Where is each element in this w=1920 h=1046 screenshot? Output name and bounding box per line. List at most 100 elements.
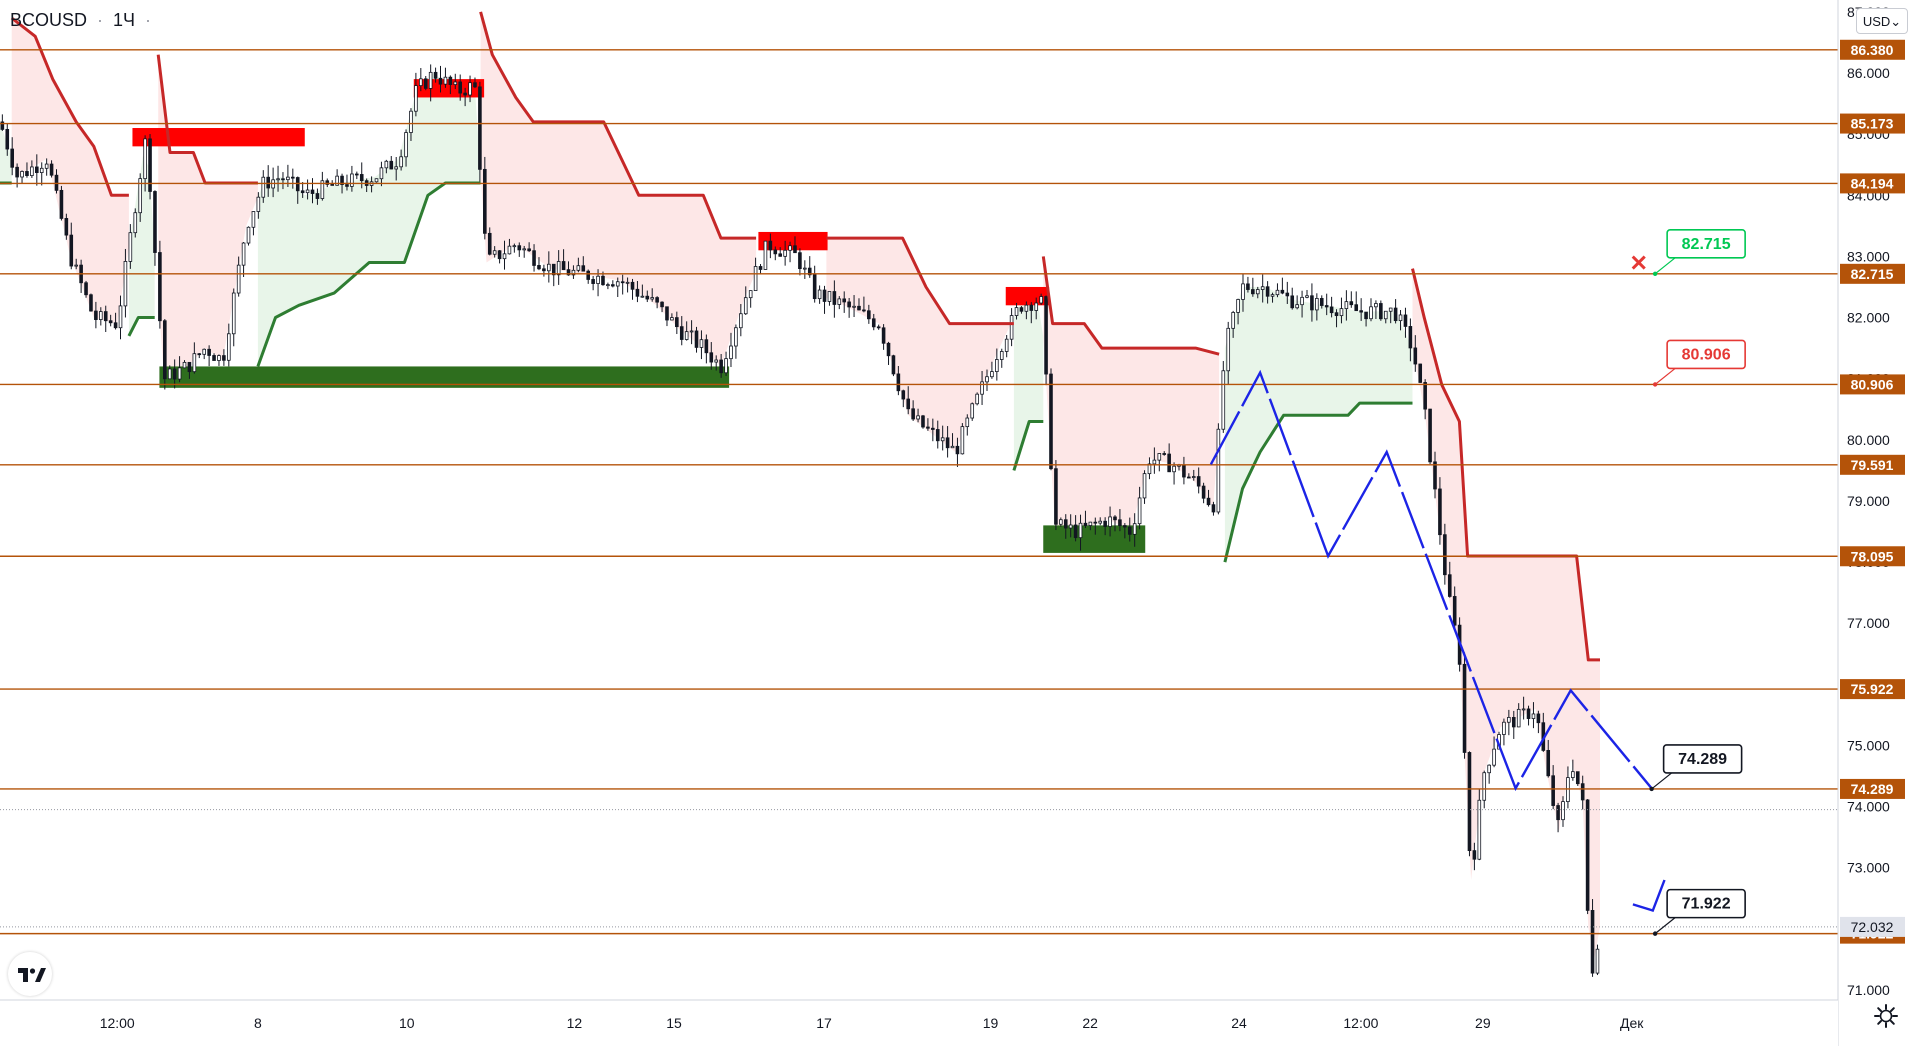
- candle-body: [103, 311, 108, 322]
- candle-body: [231, 292, 236, 335]
- candle-body: [1187, 476, 1191, 479]
- candle-body: [867, 310, 871, 320]
- candle-body: [606, 284, 610, 287]
- level-price-label-text: 74.289: [1851, 781, 1894, 797]
- candle-body: [409, 110, 413, 133]
- level-price-label: [1840, 454, 1905, 475]
- callout-anchor: [1652, 382, 1658, 387]
- candle-body: [1241, 283, 1245, 300]
- candle-body: [1103, 520, 1107, 527]
- candle-body: [123, 261, 128, 307]
- candle-body: [1019, 307, 1024, 312]
- projection-tail[interactable]: [1632, 879, 1666, 912]
- candle-body: [857, 305, 861, 311]
- candle-body: [655, 297, 659, 303]
- candle-body: [0, 121, 5, 130]
- candle-body: [1231, 312, 1235, 329]
- candle-body: [325, 180, 330, 185]
- trailing-stop-down-line: [479, 11, 757, 240]
- x-tick-label: 24: [1231, 1015, 1247, 1031]
- candle-body: [1162, 453, 1167, 455]
- candle-body: [1359, 310, 1363, 313]
- candle-body: [1206, 497, 1211, 506]
- tradingview-logo[interactable]: [8, 952, 52, 996]
- callout-badge[interactable]: [1666, 229, 1746, 259]
- level-price-label-text: 79.591: [1851, 457, 1894, 473]
- candle-body: [473, 82, 477, 88]
- candle-body: [547, 263, 551, 272]
- callout-badge[interactable]: [1666, 339, 1746, 370]
- candle-body: [1251, 289, 1255, 295]
- candle-body: [84, 282, 88, 296]
- candle-body: [699, 339, 704, 348]
- candle-body: [1571, 771, 1575, 778]
- candle-body: [620, 281, 625, 284]
- candle-body: [847, 301, 851, 308]
- chart-settings-button[interactable]: [1872, 1002, 1900, 1030]
- candle-body: [999, 351, 1004, 360]
- x-tick-label: 29: [1475, 1015, 1491, 1031]
- currency-selector[interactable]: USD⌄: [1856, 8, 1908, 34]
- candle-body: [1403, 314, 1408, 327]
- candle-body: [1172, 465, 1176, 473]
- candle-body: [281, 178, 285, 181]
- candle-body: [645, 295, 650, 300]
- candle-body: [1393, 307, 1398, 322]
- candle-body: [345, 184, 349, 187]
- candle-body: [551, 263, 556, 276]
- candle-body: [35, 166, 39, 173]
- callout-badge[interactable]: [1666, 888, 1746, 919]
- trend-fill: [1043, 256, 1220, 532]
- candle-body: [148, 138, 152, 192]
- candle-body: [94, 310, 98, 320]
- y-tick-label: 75.000: [1847, 737, 1890, 753]
- candle-body: [1521, 708, 1526, 711]
- candle-body: [468, 82, 472, 96]
- candle-body: [665, 306, 669, 321]
- level-price-label-text: 85.173: [1851, 116, 1894, 132]
- candle-body: [1364, 311, 1368, 320]
- candle-body: [1334, 312, 1339, 317]
- candle-body: [1280, 289, 1285, 294]
- callout-badge-label: 80.906: [1682, 346, 1731, 363]
- candle-body: [113, 322, 118, 329]
- candle-body: [837, 298, 842, 305]
- candle-body: [507, 245, 512, 255]
- candle-body: [1551, 775, 1555, 806]
- candle-body: [1132, 523, 1137, 535]
- candle-body: [1423, 382, 1427, 410]
- symbol-header[interactable]: BCOUSD · 1Ч ·: [10, 10, 161, 31]
- candle-body: [1349, 301, 1354, 306]
- candle-body: [576, 265, 581, 271]
- candle-body: [970, 403, 975, 419]
- candle-body: [1354, 304, 1359, 312]
- trailing-stop-up-line: [1223, 401, 1413, 563]
- candle-body: [1413, 347, 1418, 365]
- projection-path[interactable]: [1209, 369, 1653, 792]
- candle-body: [901, 390, 906, 400]
- candle-body: [1196, 476, 1201, 487]
- level-price-label: [1840, 39, 1905, 60]
- candle-body: [414, 85, 418, 112]
- callout-badge[interactable]: [1662, 744, 1743, 774]
- trailing-stop-down-line: [826, 236, 1014, 326]
- currency-label: USD: [1862, 14, 1891, 29]
- candle-body: [1305, 295, 1309, 298]
- candle-body: [1073, 524, 1078, 539]
- candle-body: [640, 295, 645, 298]
- candle-body: [679, 326, 684, 340]
- candle-body: [1093, 521, 1098, 524]
- candle-body: [1078, 522, 1083, 539]
- level-price-label-text: 80.906: [1851, 376, 1894, 392]
- candle-body: [207, 348, 211, 356]
- candle-body: [1059, 519, 1063, 525]
- candle-body: [315, 193, 320, 199]
- candle-body: [1201, 485, 1206, 499]
- candle-body: [1083, 522, 1088, 526]
- candle-body: [138, 178, 142, 214]
- candle-body: [512, 245, 517, 248]
- candle-body: [675, 317, 679, 328]
- candle-body: [1182, 464, 1186, 478]
- candle-body: [261, 176, 266, 198]
